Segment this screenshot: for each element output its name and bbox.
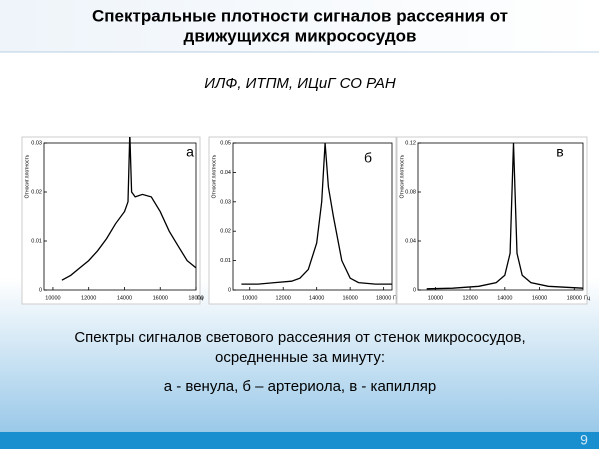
chart-frame — [396, 136, 588, 305]
x-axis-label: Гц — [393, 295, 400, 301]
plot-area — [417, 142, 584, 291]
y-tick-label: 0.03 — [220, 199, 231, 205]
x-tick-label: 18000 — [567, 295, 582, 301]
y-axis-label: Относит.плотность — [211, 154, 217, 198]
x-tick-label: 16000 — [343, 295, 358, 301]
x-tick-label: 12000 — [276, 295, 291, 301]
page-number: 9 — [580, 432, 588, 448]
title: движущихся микрососудов — [184, 26, 417, 45]
spectrum-line — [61, 137, 196, 281]
y-tick-label: 0.04 — [220, 170, 231, 176]
y-tick-label: 0.12 — [405, 140, 416, 146]
y-tick-label: 0 — [413, 287, 416, 293]
plot-area — [232, 142, 393, 291]
caption: а - венула, б – артериола, в - капилляр — [164, 378, 437, 395]
chart-annotation: б — [364, 150, 372, 166]
y-tick-label: 0.08 — [405, 189, 416, 195]
footer-bar — [0, 432, 599, 449]
caption: осредненные за минуту: — [215, 349, 385, 366]
y-tick-label: 0.02 — [31, 189, 42, 195]
chart-frame — [21, 136, 201, 305]
spectrum-line — [426, 142, 583, 290]
chart-annotation: в — [556, 144, 563, 160]
x-tick-label: 18000 — [376, 295, 391, 301]
caption: Спектры сигналов светового рассеяния от … — [74, 329, 525, 346]
x-tick-label: 14000 — [309, 295, 324, 301]
y-tick-label: 0.05 — [220, 140, 231, 146]
title: Спектральные плотности сигналов рассеяни… — [92, 6, 508, 25]
x-tick-label: 14000 — [497, 295, 512, 301]
y-tick-label: 0.01 — [220, 258, 231, 264]
chart: 0 0.01 0.02 0.03 10000 12000 14000 16000 18000Гц… — [21, 136, 204, 305]
y-tick-label: 0.04 — [405, 238, 416, 244]
x-tick-label: 10000 — [45, 295, 60, 301]
y-tick-label: 0.01 — [31, 238, 42, 244]
chart: 0 0.01 0.02 0.03 0.04 0.05 10000 12000 14000 1600… — [208, 136, 400, 305]
y-tick-label: 0.02 — [220, 229, 231, 235]
x-tick-label: 12000 — [81, 295, 96, 301]
x-tick-label: 10000 — [242, 295, 257, 301]
x-tick-label: 18000 — [188, 295, 203, 301]
x-tick-label: 14000 — [117, 295, 132, 301]
x-axis-label: Гц — [197, 295, 204, 301]
x-tick-label: 16000 — [153, 295, 168, 301]
x-tick-label: 12000 — [462, 295, 477, 301]
y-tick-label: 0.03 — [31, 140, 42, 146]
plot-area — [43, 142, 197, 291]
x-tick-label: 16000 — [532, 295, 547, 301]
x-axis-label: Гц — [584, 295, 591, 301]
x-tick-label: 10000 — [428, 295, 443, 301]
y-tick-label: 0 — [39, 287, 42, 293]
y-axis-label: Относит.плотность — [24, 154, 30, 198]
y-tick-label: 0 — [228, 287, 231, 293]
chart-annotation: а — [186, 144, 194, 160]
subtitle: ИЛФ, ИТПМ, ИЦиГ СО РАН — [204, 75, 396, 92]
y-axis-label: Относит.плотность — [399, 154, 405, 198]
spectrum-line — [241, 142, 392, 285]
header — [0, 0, 599, 52]
